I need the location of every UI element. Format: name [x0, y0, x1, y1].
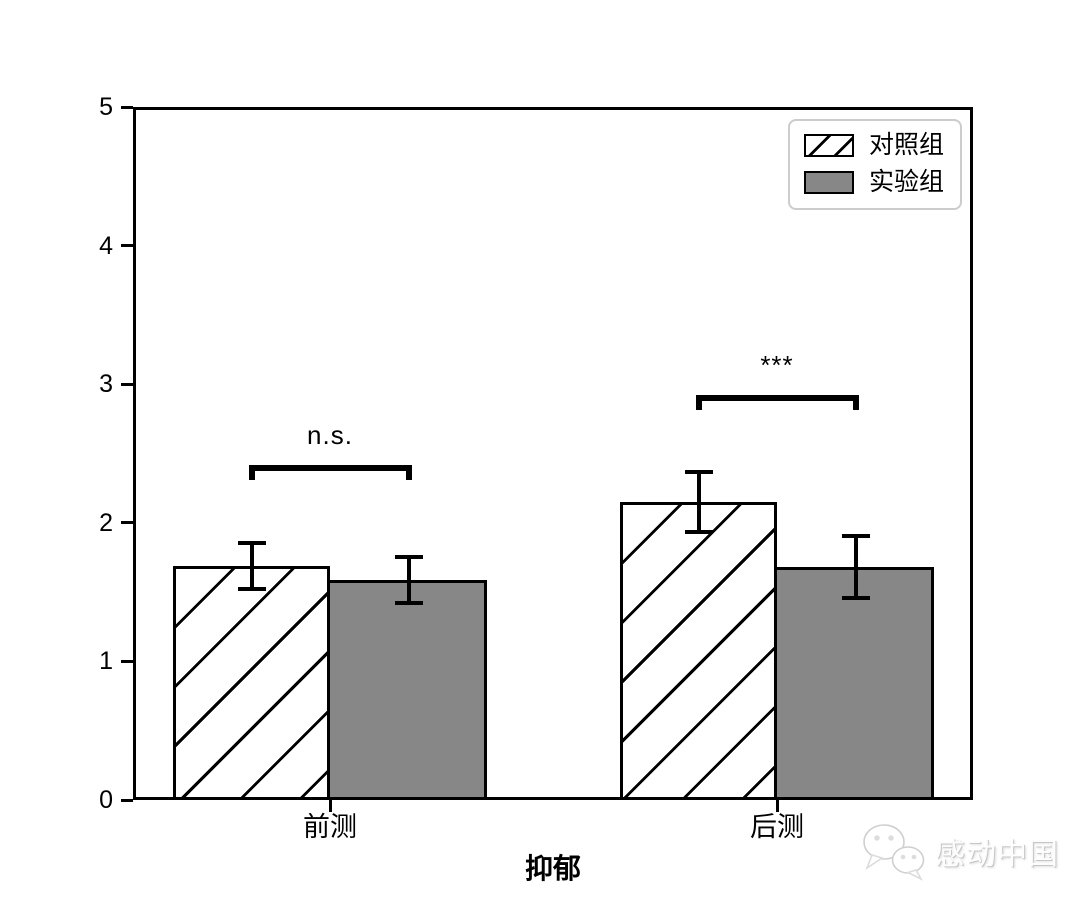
y-tick-label: 5 [99, 93, 113, 121]
x-axis-title: 抑郁 [524, 853, 581, 884]
wechat-icon [863, 824, 925, 881]
significance-label-1: *** [760, 350, 794, 381]
legend: 对照组 实验组 [787, 119, 962, 210]
error-stem [406, 554, 411, 605]
error-stem [853, 533, 858, 601]
significance-bracket-1 [695, 395, 859, 411]
y-tick [121, 244, 133, 248]
y-tick [121, 105, 133, 109]
legend-swatch-solid [803, 171, 854, 194]
y-tick-label: 1 [99, 647, 113, 676]
legend-label-experimental: 实验组 [868, 168, 944, 196]
y-tick [121, 521, 133, 525]
legend-item-experimental: 实验组 [803, 168, 944, 196]
error-cap-bottom [394, 600, 423, 605]
x-tick-label: 前测 [303, 812, 357, 842]
y-tick [121, 382, 133, 386]
error-bar-series0-group0 [237, 540, 266, 591]
legend-swatch-hatched [803, 134, 854, 157]
error-cap-bottom [684, 529, 713, 534]
x-tick-label: 后测 [750, 812, 804, 842]
legend-item-control: 对照组 [803, 131, 944, 159]
significance-bracket-0 [248, 464, 412, 480]
y-tick-label: 3 [99, 370, 113, 399]
y-tick-label: 2 [99, 508, 113, 537]
error-bar-series1-group1 [841, 533, 870, 601]
error-stem [696, 470, 701, 534]
plot-border [133, 107, 973, 800]
error-stem [249, 540, 254, 591]
watermark: 感动中国 [858, 820, 1059, 882]
error-bar-series0-group1 [684, 470, 713, 534]
error-cap-bottom [841, 596, 870, 601]
y-tick-label: 0 [99, 786, 113, 814]
error-bar-series1-group0 [394, 554, 423, 605]
legend-label-control: 对照组 [868, 131, 944, 159]
y-tick-label: 4 [99, 231, 113, 260]
y-tick [121, 798, 133, 802]
x-tick [328, 800, 332, 812]
significance-label-0: n.s. [307, 419, 353, 450]
watermark-text: 感动中国 [935, 838, 1059, 871]
y-tick [121, 659, 133, 663]
x-tick [775, 800, 779, 812]
bar-series0-group1 [620, 502, 777, 800]
bar-series0-group0 [173, 565, 330, 800]
error-cap-bottom [237, 586, 266, 591]
bar-series1-group1 [774, 567, 934, 800]
